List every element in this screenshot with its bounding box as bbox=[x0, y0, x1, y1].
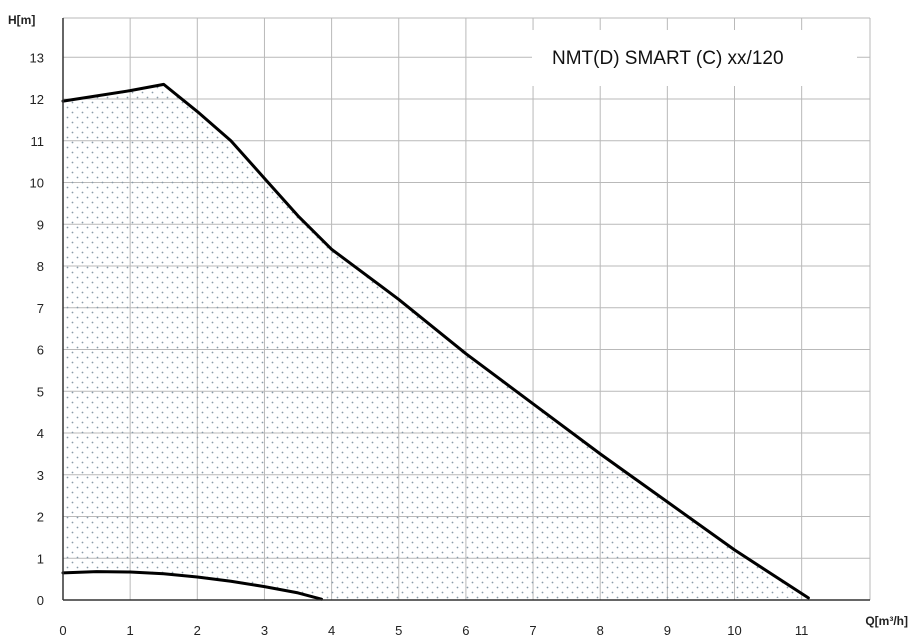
y-tick-10: 10 bbox=[30, 176, 44, 191]
y-axis-label: H[m] bbox=[8, 13, 35, 27]
x-tick-7: 7 bbox=[529, 623, 536, 638]
x-tick-5: 5 bbox=[395, 623, 402, 638]
axes bbox=[62, 18, 870, 601]
x-tick-labels: 0 1 2 3 4 5 6 7 8 9 10 11 bbox=[59, 623, 808, 638]
x-tick-4: 4 bbox=[328, 623, 335, 638]
y-tick-4: 4 bbox=[37, 426, 44, 441]
x-tick-0: 0 bbox=[59, 623, 66, 638]
x-tick-9: 9 bbox=[664, 623, 671, 638]
y-tick-1: 1 bbox=[37, 551, 44, 566]
y-tick-8: 8 bbox=[37, 259, 44, 274]
chart-title: NMT(D) SMART (C) xx/120 bbox=[552, 48, 784, 69]
y-tick-2: 2 bbox=[37, 510, 44, 525]
x-tick-10: 10 bbox=[727, 623, 741, 638]
x-axis-label: Q[m³/h] bbox=[865, 614, 908, 628]
y-tick-0: 0 bbox=[37, 593, 44, 608]
y-tick-12: 12 bbox=[30, 92, 44, 107]
curves bbox=[61, 82, 810, 601]
y-tick-6: 6 bbox=[37, 343, 44, 358]
y-tick-9: 9 bbox=[37, 217, 44, 232]
x-tick-8: 8 bbox=[597, 623, 604, 638]
max-curve bbox=[61, 82, 810, 600]
y-tick-11: 11 bbox=[31, 134, 45, 149]
x-tick-11: 11 bbox=[795, 623, 809, 638]
title-box bbox=[532, 30, 857, 86]
x-tick-1: 1 bbox=[127, 623, 134, 638]
x-tick-2: 2 bbox=[194, 623, 201, 638]
min-curve bbox=[61, 570, 324, 601]
y-tick-5: 5 bbox=[37, 384, 44, 399]
y-tick-3: 3 bbox=[37, 468, 44, 483]
y-tick-7: 7 bbox=[37, 301, 44, 316]
y-tick-13: 13 bbox=[30, 50, 44, 65]
x-tick-6: 6 bbox=[462, 623, 469, 638]
x-tick-3: 3 bbox=[261, 623, 268, 638]
